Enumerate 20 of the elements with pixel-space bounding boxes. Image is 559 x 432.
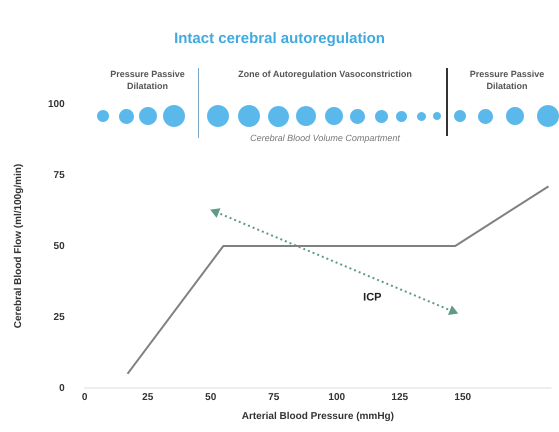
x-tick-label: 25: [142, 392, 154, 403]
x-tick-label: 75: [268, 392, 280, 403]
x-tick-label: 125: [391, 392, 409, 403]
series-label: ICP: [363, 292, 382, 304]
text: Pressure Passive Dilatation: [109, 68, 186, 92]
text: Pressure Passive Dilatation: [468, 68, 546, 92]
y-tick-label: 25: [54, 312, 66, 323]
y-tick-label: 75: [54, 170, 66, 181]
y-tick-label: 100: [48, 98, 66, 110]
annotation: Cerebral Blood Volume Compartment: [249, 133, 402, 143]
x-tick-label: 0: [82, 392, 88, 403]
x-tick-label: 100: [328, 392, 346, 403]
y-tick-label: 50: [54, 240, 66, 252]
chart-title: Intact cerebral autoregulation: [174, 30, 385, 48]
y-axis-title: Cerebral Blood Flow (ml/100g/min): [12, 164, 24, 328]
y-tick-label: 0: [59, 382, 66, 394]
x-tick-label: 50: [205, 392, 217, 403]
text: Zone of Autoregulation Vasoconstriction: [237, 68, 413, 80]
x-axis-title: Arterial Blood Pressure (mmHg): [242, 410, 394, 422]
x-tick-label: 150: [454, 392, 472, 403]
